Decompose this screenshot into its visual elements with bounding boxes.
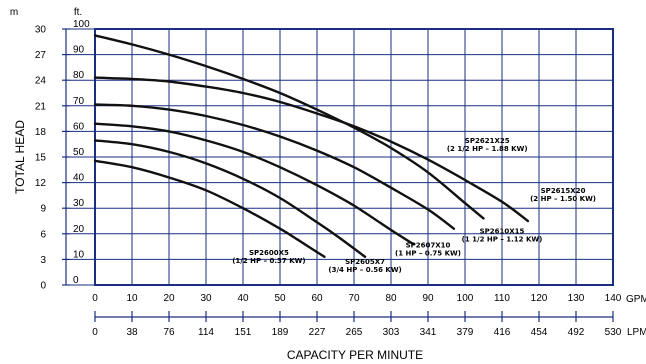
x-tick-label-lpm: 189 xyxy=(272,327,289,338)
y-tick-label-m: 24 xyxy=(35,76,47,87)
x-tick-label-gpm: 40 xyxy=(237,293,249,304)
x-tick-label-lpm: 0 xyxy=(92,327,98,338)
x-tick-label-gpm: 20 xyxy=(163,293,175,304)
y-tick-label-m: 30 xyxy=(35,25,47,36)
x-tick-label-gpm: 60 xyxy=(311,293,323,304)
y-tick-label-ft: 30 xyxy=(73,198,85,209)
x-tick-label-gpm: 130 xyxy=(568,293,585,304)
y-tick-label-m: 0 xyxy=(40,281,46,292)
x-tick-label-gpm: 90 xyxy=(422,293,434,304)
x-tick-label-lpm: 530 xyxy=(605,327,622,338)
pump-curve-sp2607x10 xyxy=(93,122,415,246)
y-tick-label-ft: 90 xyxy=(73,45,85,56)
curve-label-power: (2 1/2 HP – 1.88 KW) xyxy=(447,145,528,153)
curve-label-model: SP2615X20 xyxy=(541,187,586,195)
y-tick-label-m: 12 xyxy=(35,178,47,189)
x-tick-label-lpm: 454 xyxy=(531,327,548,338)
x-tick-label-lpm: 379 xyxy=(457,327,474,338)
x-tick-label-lpm: 416 xyxy=(494,327,511,338)
grid-lines xyxy=(95,29,613,285)
curve-label-power: (1/2 HP – 0.37 KW) xyxy=(232,257,305,265)
pump-curves xyxy=(93,34,530,258)
pump-curve-sp2621x25 xyxy=(93,34,485,220)
curve-label-model: SP2605X7 xyxy=(345,258,385,266)
y-tick-label-m: 18 xyxy=(35,127,47,138)
x-tick-label-gpm: 0 xyxy=(92,293,98,304)
x-unit-primary: GPM xyxy=(626,294,646,305)
curve-label-power: (3/4 HP – 0.56 KW) xyxy=(328,266,401,274)
x-tick-label-lpm: 151 xyxy=(235,327,252,338)
x-unit-secondary: LPM xyxy=(627,327,646,338)
pump-curve-sp2605x7 xyxy=(93,139,367,258)
x-tick-label-lpm: 265 xyxy=(346,327,363,338)
x-tick-label-gpm: 100 xyxy=(457,293,474,304)
x-tick-label-lpm: 492 xyxy=(568,327,585,338)
x-tick-label-gpm: 120 xyxy=(531,293,548,304)
curve-label-power: (2 HP – 1.50 KW) xyxy=(530,195,596,203)
y-tick-label-m: 6 xyxy=(40,229,46,240)
y-axes: 0 0 3 10 6 20 9 30 12 40 15 50 18 60 21 70 24 80 27 90 30 100 xyxy=(35,19,95,292)
y-unit-primary: ft. xyxy=(74,7,82,18)
x-tick-label-gpm: 10 xyxy=(126,293,138,304)
y-tick-label-ft: 10 xyxy=(73,249,85,260)
y-unit-secondary: m xyxy=(10,7,18,18)
x-tick-label-lpm: 76 xyxy=(163,327,175,338)
y-tick-label-ft: 20 xyxy=(73,224,85,235)
y-tick-label-m: 9 xyxy=(40,204,46,215)
x-tick-label-lpm: 341 xyxy=(420,327,437,338)
x-tick-label-lpm: 114 xyxy=(198,327,214,338)
x-axes: 0 10 20 30 40 50 60 70 80 90 100 110 120 130 140 0 38 76 1… xyxy=(92,293,622,338)
y-tick-label-m: 3 xyxy=(40,255,46,266)
curve-label-model: SP2610X15 xyxy=(480,227,525,235)
pump-curve-sp2610x15 xyxy=(93,103,456,230)
x-tick-label-gpm: 30 xyxy=(200,293,212,304)
curve-labels: SP2600X5(1/2 HP – 0.37 KW) SP2605X7(3/4 H… xyxy=(232,137,596,274)
y-tick-label-ft: 80 xyxy=(73,70,85,81)
x-tick-label-lpm: 227 xyxy=(309,327,326,338)
x-tick-label-gpm: 50 xyxy=(274,293,286,304)
y-tick-label-ft: 0 xyxy=(73,275,79,286)
y-axis-title: TOTAL HEAD xyxy=(13,120,27,194)
curve-label-model: SP2621X25 xyxy=(465,137,510,145)
x-tick-label-gpm: 80 xyxy=(385,293,397,304)
curve-label-power: (1 HP – 0.75 KW) xyxy=(395,250,461,258)
x-tick-label-gpm: 70 xyxy=(348,293,360,304)
y-tick-label-ft: 100 xyxy=(73,19,90,30)
y-tick-label-ft: 70 xyxy=(73,96,85,107)
pump-curve-sp2600x5 xyxy=(93,159,326,258)
y-tick-label-ft: 50 xyxy=(73,147,85,158)
y-tick-label-m: 27 xyxy=(35,50,47,61)
x-tick-label-lpm: 38 xyxy=(126,327,138,338)
y-tick-label-m: 21 xyxy=(35,101,47,112)
curve-label-power: (1 1/2 HP – 1.12 KW) xyxy=(462,235,543,243)
y-tick-label-m: 15 xyxy=(35,153,47,164)
x-tick-label-lpm: 303 xyxy=(383,327,400,338)
y-tick-label-ft: 40 xyxy=(73,173,85,184)
x-axis-title: CAPACITY PER MINUTE xyxy=(287,348,423,362)
pump-curve-sp2615x20 xyxy=(93,76,530,223)
curve-label-model: SP2607X10 xyxy=(406,242,451,250)
x-tick-label-gpm: 140 xyxy=(605,293,622,304)
y-tick-label-ft: 60 xyxy=(73,121,85,132)
curve-label-model: SP2600X5 xyxy=(249,249,289,257)
x-tick-label-gpm: 110 xyxy=(494,293,510,304)
